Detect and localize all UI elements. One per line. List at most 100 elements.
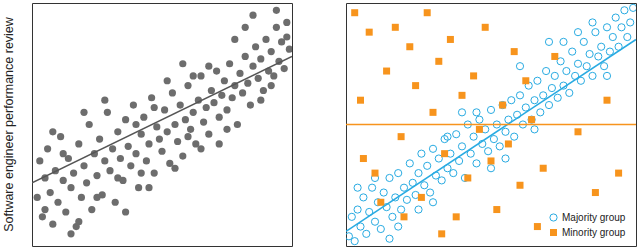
point bbox=[135, 184, 142, 191]
point bbox=[122, 208, 129, 215]
point bbox=[41, 206, 48, 213]
point bbox=[231, 36, 238, 43]
point bbox=[450, 170, 457, 177]
point bbox=[249, 12, 256, 19]
point bbox=[36, 157, 43, 164]
point bbox=[101, 97, 108, 104]
point bbox=[366, 29, 373, 36]
point bbox=[482, 24, 489, 31]
point bbox=[242, 53, 249, 60]
legend: Majority groupMinority group bbox=[545, 207, 633, 243]
point bbox=[283, 33, 290, 40]
plot-area bbox=[32, 7, 292, 238]
point bbox=[88, 206, 95, 213]
point bbox=[502, 155, 509, 162]
axis-line bbox=[33, 246, 293, 247]
point bbox=[80, 162, 87, 169]
point bbox=[438, 230, 445, 237]
point bbox=[112, 199, 119, 206]
point bbox=[464, 174, 471, 181]
trend-line bbox=[346, 39, 636, 231]
point bbox=[398, 133, 405, 140]
point bbox=[216, 114, 223, 121]
point bbox=[122, 116, 129, 123]
point bbox=[145, 184, 152, 191]
point bbox=[406, 43, 413, 50]
point bbox=[528, 116, 535, 123]
point bbox=[96, 135, 103, 142]
point bbox=[601, 63, 608, 70]
axis-line bbox=[32, 4, 33, 247]
point bbox=[281, 65, 288, 72]
point bbox=[348, 213, 355, 220]
point bbox=[218, 92, 225, 99]
point bbox=[511, 48, 518, 55]
point bbox=[49, 221, 56, 228]
point bbox=[574, 29, 581, 36]
point bbox=[412, 82, 419, 89]
point bbox=[360, 155, 367, 162]
point bbox=[595, 53, 602, 60]
point bbox=[60, 177, 67, 184]
point bbox=[511, 133, 518, 140]
point bbox=[427, 189, 434, 196]
point bbox=[470, 133, 477, 140]
point bbox=[127, 162, 134, 169]
point bbox=[499, 102, 506, 109]
plot-area bbox=[346, 4, 636, 244]
point bbox=[476, 126, 483, 133]
point bbox=[187, 126, 194, 133]
point bbox=[54, 199, 61, 206]
trend-line bbox=[346, 124, 636, 126]
point bbox=[140, 114, 147, 121]
point bbox=[389, 213, 396, 220]
point bbox=[603, 72, 610, 79]
legend-label: Majority group bbox=[562, 212, 626, 223]
point bbox=[371, 218, 378, 225]
axis-line bbox=[347, 3, 637, 4]
point bbox=[444, 133, 451, 140]
point bbox=[586, 50, 593, 57]
point bbox=[247, 101, 254, 108]
point bbox=[262, 36, 269, 43]
point bbox=[363, 230, 370, 237]
point bbox=[618, 24, 625, 31]
point bbox=[459, 92, 466, 99]
point bbox=[627, 19, 634, 26]
y-axis-title: Software engineer performance review bbox=[2, 16, 16, 232]
point bbox=[151, 104, 158, 111]
point bbox=[148, 94, 155, 101]
point bbox=[114, 174, 121, 181]
point bbox=[441, 150, 448, 157]
point bbox=[369, 184, 376, 191]
point bbox=[236, 70, 243, 77]
point bbox=[190, 72, 197, 79]
point bbox=[421, 182, 428, 189]
point bbox=[569, 48, 576, 55]
point bbox=[458, 143, 465, 150]
point bbox=[210, 99, 217, 106]
point bbox=[351, 9, 358, 16]
point bbox=[424, 9, 431, 16]
point bbox=[213, 67, 220, 74]
point bbox=[164, 128, 171, 135]
point bbox=[242, 24, 249, 31]
point bbox=[223, 126, 230, 133]
point bbox=[476, 116, 483, 123]
point bbox=[67, 184, 74, 191]
point bbox=[551, 72, 558, 79]
point bbox=[395, 223, 402, 230]
point bbox=[418, 194, 425, 201]
point bbox=[101, 157, 108, 164]
point bbox=[132, 150, 139, 157]
point bbox=[502, 128, 509, 135]
point bbox=[62, 208, 69, 215]
point bbox=[197, 145, 204, 152]
point bbox=[604, 97, 611, 104]
point bbox=[270, 72, 277, 79]
point bbox=[179, 152, 186, 159]
point bbox=[78, 194, 85, 201]
point bbox=[93, 172, 100, 179]
point bbox=[268, 48, 275, 55]
legend-symbol bbox=[550, 229, 557, 236]
